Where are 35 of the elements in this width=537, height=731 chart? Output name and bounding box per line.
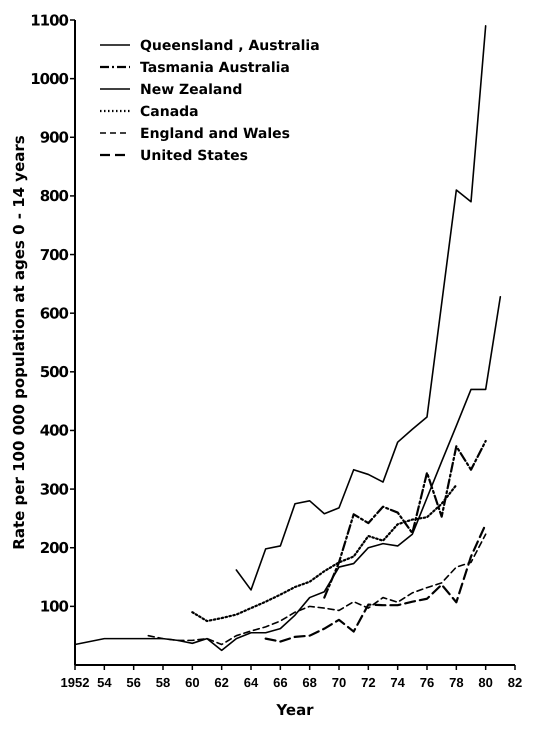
x-tick-label: 66 (273, 675, 288, 690)
x-tick-label: 78 (449, 675, 464, 690)
x-tick-label: 64 (244, 675, 259, 690)
x-axis-title: Year (275, 701, 314, 719)
legend-label: Queensland , Australia (140, 38, 320, 54)
y-tick-label: 1000 (30, 70, 69, 88)
x-tick-label: 80 (478, 675, 493, 690)
x-tick-label: 1952 (60, 675, 90, 690)
legend-label: Canada (140, 104, 199, 120)
y-tick-label: 200 (40, 538, 69, 557)
legend-label: England and Wales (140, 126, 290, 142)
y-tick-label: 600 (40, 304, 69, 322)
y-tick-label: 900 (40, 128, 69, 147)
x-tick-label: 82 (508, 675, 522, 690)
x-tick-label: 74 (390, 675, 406, 690)
y-axis-title: Rate per 100 000 population at ages 0 - 14 years (10, 135, 28, 550)
y-tick-label: 100 (40, 598, 69, 616)
x-tick-label: 60 (185, 675, 200, 690)
x-tick-label: 56 (126, 675, 141, 690)
x-tick-label: 58 (156, 675, 170, 690)
x-tick-label: 54 (97, 675, 112, 690)
y-tick-label: 700 (40, 246, 69, 264)
y-tick-label: 800 (40, 187, 69, 206)
legend-label: United States (140, 148, 248, 164)
x-tick-label: 70 (332, 675, 346, 690)
y-tick-label: 500 (40, 363, 69, 382)
x-tick-label: 62 (214, 675, 229, 690)
y-tick-label: 1100 (30, 11, 69, 30)
x-tick-label: 68 (302, 675, 317, 690)
y-tick-label: 400 (40, 422, 69, 440)
y-tick-label: 300 (40, 480, 69, 498)
x-tick-label: 76 (420, 675, 434, 690)
legend-label: Tasmania Australia (140, 60, 290, 76)
x-tick-label: 72 (361, 675, 376, 690)
legend-label: New Zealand (140, 82, 242, 98)
